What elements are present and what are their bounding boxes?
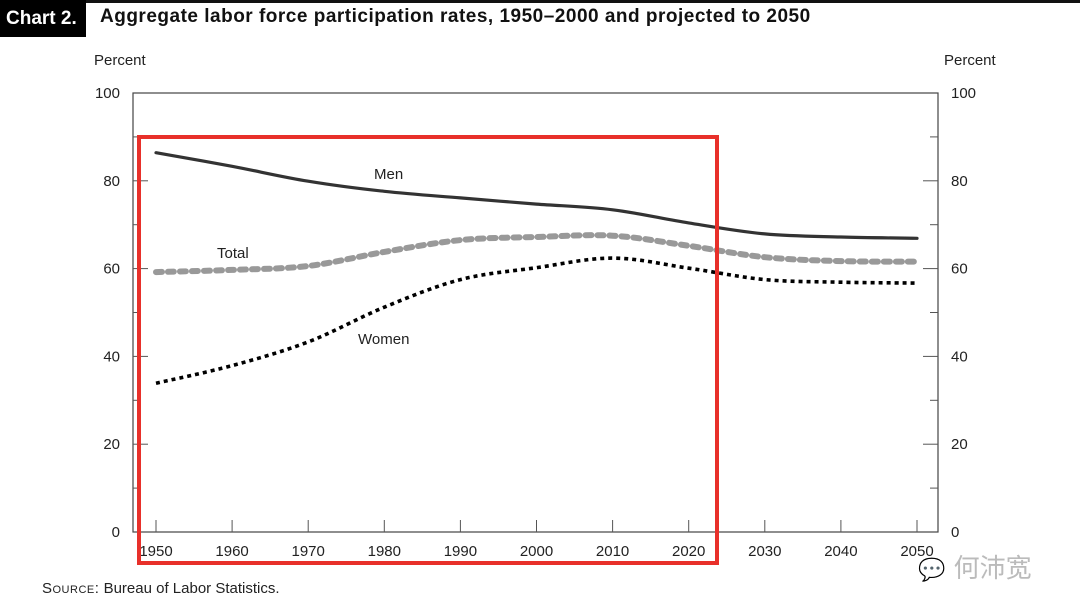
series-line-total: [153, 232, 920, 276]
plot-frame: [132, 92, 939, 533]
x-tick-label: 2010: [596, 543, 629, 560]
y-axis-right: 0 20 40 60 80 100: [923, 85, 976, 541]
watermark-text: 何沛宽: [953, 554, 1032, 584]
y-tick-label-left: 0: [112, 524, 120, 541]
x-tick-label: 2030: [748, 543, 781, 560]
y-tick-label-right: 20: [951, 436, 968, 453]
x-tick-label: 2020: [672, 543, 705, 560]
y-tick-label-left: 100: [95, 85, 120, 102]
series-line-men: [154, 151, 919, 240]
y-axis-label-left: Percent: [94, 52, 147, 69]
y-axis-left: 0 20 40 60 80 100: [95, 85, 148, 541]
series-label-women: Women: [358, 331, 409, 348]
y-tick-label-right: 60: [951, 261, 968, 278]
y-tick-label-right: 80: [951, 173, 968, 190]
y-tick-label-left: 60: [103, 261, 120, 278]
chart-number-label: Chart 2.: [0, 0, 86, 37]
series-line-women: [155, 256, 918, 385]
y-tick-label-left: 40: [103, 348, 120, 365]
y-tick-label-right: 0: [951, 524, 959, 541]
x-axis: 1950 1960 1970 1980 1990 2000 2010 2020 2030 2040…: [139, 520, 934, 560]
series-label-total: Total: [217, 245, 249, 262]
y-tick-label-right: 100: [951, 85, 976, 102]
x-tick-label: 1990: [444, 543, 477, 560]
source-note: Source: Bureau of Labor Statistics.: [42, 580, 280, 597]
x-tick-label: 1960: [215, 543, 248, 560]
title-bar: Chart 2. Aggregate labor force participa…: [0, 0, 1080, 37]
y-axis-label-right: Percent: [944, 52, 997, 69]
watermark: 💬 何沛宽: [918, 548, 1032, 585]
x-tick-label: 2000: [520, 543, 553, 560]
chart-title: Aggregate labor force participation rate…: [100, 6, 811, 27]
x-tick-label: 1950: [139, 543, 172, 560]
source-text: Bureau of Labor Statistics.: [103, 580, 280, 597]
title-rule: [0, 0, 1080, 3]
x-tick-label: 1970: [292, 543, 325, 560]
wechat-icon: 💬: [918, 558, 946, 583]
series-lines: [153, 151, 920, 385]
y-tick-label-left: 80: [103, 173, 120, 190]
source-label: Source:: [42, 580, 100, 597]
x-tick-label: 2050: [900, 543, 933, 560]
x-tick-label: 2040: [824, 543, 857, 560]
highlight-box: [137, 135, 719, 565]
x-tick-label: 1980: [368, 543, 401, 560]
y-tick-label-right: 40: [951, 348, 968, 365]
series-labels: Men Total Women: [217, 166, 409, 348]
series-label-men: Men: [374, 166, 403, 183]
y-tick-label-left: 20: [103, 436, 120, 453]
